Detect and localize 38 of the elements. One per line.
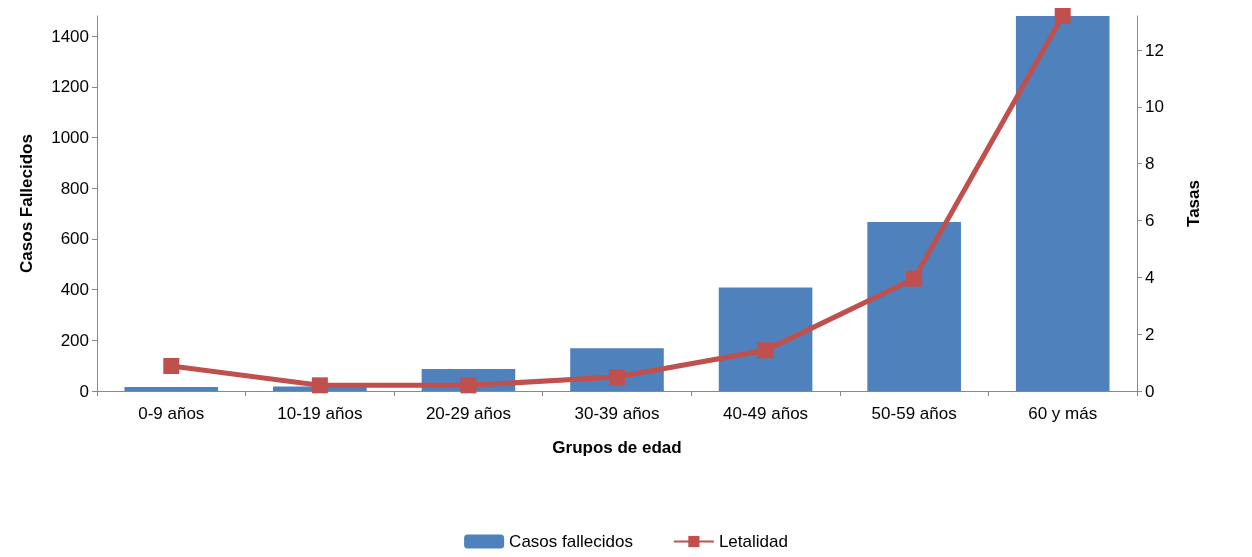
point [609, 369, 625, 386]
y2-tick-label: 6 [1145, 211, 1155, 231]
y-tick-label: 0 [79, 381, 89, 401]
point [757, 342, 774, 359]
x-tick-label: 40-49 años [723, 404, 809, 423]
point [1054, 8, 1071, 24]
x-tick-label: 60 y más [1028, 404, 1098, 423]
x-tick-label: 0-9 años [138, 404, 205, 423]
y-axis-title: Casos Fallecidos [17, 134, 36, 273]
y-tick-label: 600 [60, 229, 89, 249]
legend-label: Letalidad [718, 532, 788, 551]
y2-tick-label: 8 [1145, 154, 1155, 174]
y-tick-label: 1400 [51, 26, 89, 46]
y-tick-label: 400 [60, 280, 89, 300]
bar [124, 386, 219, 391]
y2-tick-label: 2 [1145, 324, 1155, 344]
y-tick-label: 1200 [51, 77, 89, 97]
y-tick-label: 1000 [51, 128, 89, 148]
y2-tick-label: 10 [1145, 97, 1164, 117]
point [906, 270, 923, 287]
x-axis-title: Grupos de edad [552, 438, 682, 457]
point [460, 377, 477, 394]
point [311, 377, 328, 394]
bar [718, 287, 813, 391]
y2-axis-title: Tasas [1184, 180, 1203, 227]
x-tick-label: 30-39 años [574, 404, 660, 423]
y-tick-label: 200 [60, 330, 89, 350]
bar [867, 222, 961, 391]
bar [1015, 16, 1110, 391]
y2-tick-label: 4 [1145, 267, 1155, 287]
x-tick-label: 50-59 años [871, 404, 957, 423]
y-tick-label: 800 [60, 178, 89, 198]
y2-tick-label: 12 [1145, 40, 1164, 60]
y2-tick-label: 0 [1145, 381, 1155, 401]
legend-label: Casos fallecidos [509, 532, 633, 551]
x-tick-label: 20-29 años [425, 404, 511, 423]
point [163, 358, 180, 374]
x-tick-label: 10-19 años [277, 404, 363, 423]
